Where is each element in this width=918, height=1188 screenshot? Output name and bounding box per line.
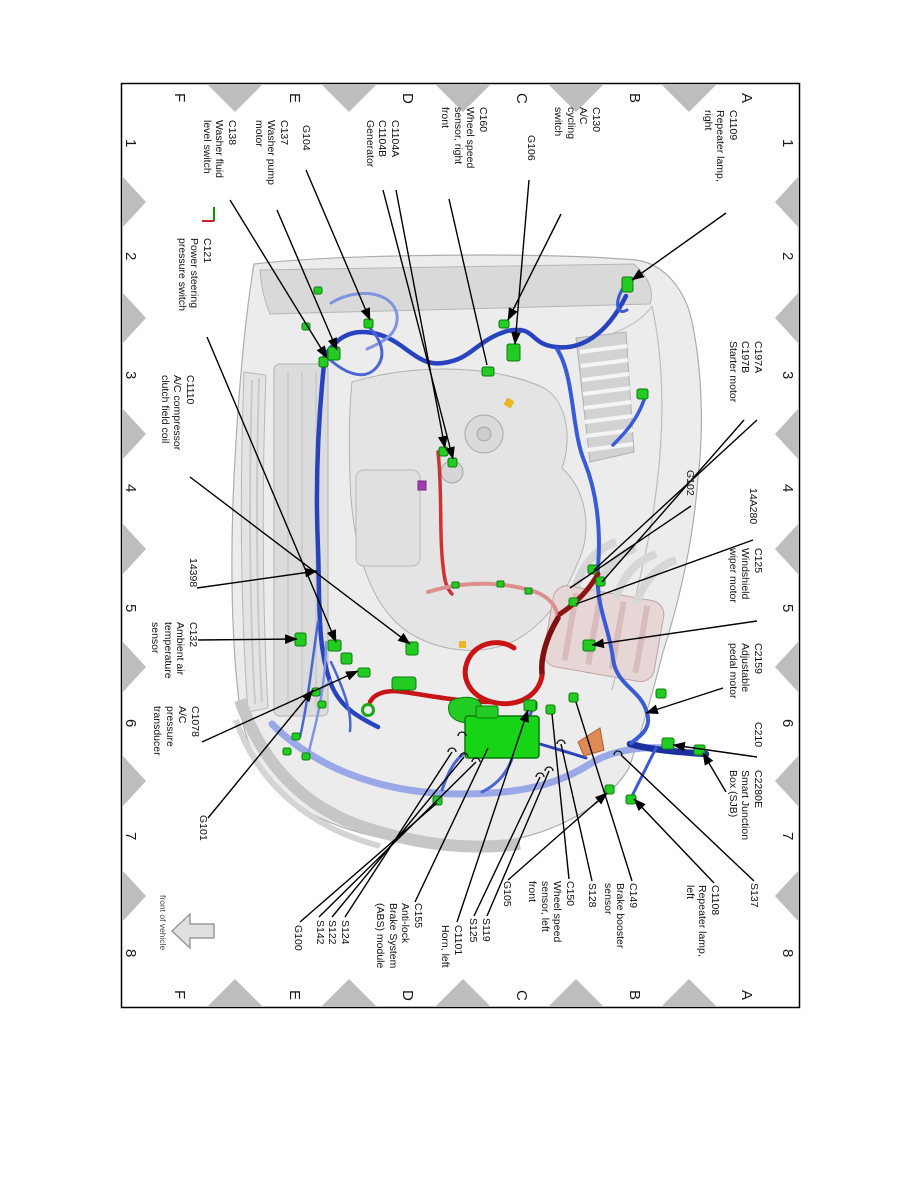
grid-col-bottom-e: E: [286, 990, 303, 1001]
callout-s137: S137: [748, 883, 760, 908]
sjb-module: [464, 699, 540, 759]
grid-row-left-2: 2: [122, 252, 139, 261]
grid-col-bottom-f: F: [171, 990, 188, 1000]
misc-clips: [417, 397, 515, 648]
callout-c150: C150 Wheel speed sensor, left front: [526, 881, 577, 943]
grid-row-right-5: 5: [779, 604, 796, 613]
callout-c121: C121 Power steering pressure switch: [176, 238, 213, 311]
grid-row-right-4: 4: [779, 484, 796, 493]
grid-row-left-5: 5: [122, 604, 139, 613]
callout-c1110: C1110 A/C compressor clutch field coil: [159, 375, 196, 451]
grid-col-top-b: B: [626, 93, 643, 104]
callout-s124-s122-s142: S124 S122 S142: [314, 920, 351, 945]
callout-c1078: C1078 A/C pressure transducer: [151, 706, 202, 756]
callout-c155: C155 Anti-lock Brake System (ABS) module: [374, 903, 425, 969]
callout-c125: C125 Windshield wiper motor: [727, 548, 764, 603]
callout-g105: G105: [501, 881, 513, 907]
fender-vent: [575, 331, 635, 463]
grid-triangle-markers: [122, 84, 799, 1007]
grid-col-top-d: D: [399, 93, 416, 104]
callout-c149: C149 Brake booster sensor: [602, 883, 639, 949]
diagram-border: [120, 82, 801, 1009]
boot-cone: [577, 727, 605, 757]
callout-c1109: C1109 Repeater lamp, right: [702, 110, 739, 182]
callout-g100: G100: [292, 925, 304, 951]
car-body: [231, 254, 702, 853]
grid-col-bottom-a: A: [738, 990, 755, 1001]
callout-g106: G106: [525, 135, 537, 161]
callout-g102: G102: [684, 470, 696, 496]
connector-markers: [282, 276, 706, 806]
grid-row-right-2: 2: [779, 252, 796, 261]
grid-col-top-a: A: [738, 93, 755, 104]
callout-c130: C130 A/C cycling switch: [552, 107, 603, 140]
callout-c160: C160 Wheel speed sensor, right front: [439, 107, 490, 169]
grid-row-left-6: 6: [122, 719, 139, 728]
grid-row-left-1: 1: [122, 139, 139, 148]
callout-s119-s125: S119 S125: [467, 918, 493, 943]
radiator: [240, 363, 329, 717]
grid-row-left-4: 4: [122, 484, 139, 493]
callout-leader-lines: [189, 169, 758, 923]
front-of-vehicle-label: front of vehicle: [158, 895, 168, 951]
grid-col-bottom-c: C: [513, 990, 530, 1001]
bumper: [234, 698, 521, 853]
callout-c1108: C1108 Repeater lamp, left: [684, 885, 721, 957]
callout-g104: G104: [300, 125, 312, 151]
callout-14a280: 14A280: [747, 488, 759, 525]
callout-c1104: C1104A C1104B Generator: [364, 120, 401, 168]
callout-c2280e: C2280E Smart Junction Box (SJB): [727, 770, 764, 841]
splice-markers: [447, 731, 623, 778]
grid-col-bottom-b: B: [626, 990, 643, 1001]
callout-14398: 14398: [187, 558, 199, 588]
callout-c210: C210: [752, 722, 764, 748]
callout-c1101: C1101 Horn, left: [439, 925, 465, 968]
grid-row-right-8: 8: [779, 949, 796, 958]
grid-row-left-3: 3: [122, 371, 139, 380]
grid-col-top-e: E: [286, 93, 303, 104]
grid-col-bottom-d: D: [399, 990, 416, 1001]
grid-row-left-7: 7: [122, 832, 139, 841]
grid-col-top-c: C: [513, 93, 530, 104]
callout-c197: C197A C197B Starter motor: [727, 341, 764, 403]
callout-c132: C132 Ambient air temperature sensor: [149, 622, 200, 679]
callout-c138: C138 Washer fluid level switch: [201, 120, 238, 178]
callout-s128: S128: [586, 883, 598, 908]
callout-g101: G101: [197, 815, 209, 841]
grid-row-right-3: 3: [779, 371, 796, 380]
front-of-vehicle-arrow-icon: [170, 912, 215, 950]
axis-marker-icon: [202, 207, 215, 222]
grid-row-right-7: 7: [779, 832, 796, 841]
grid-row-right-1: 1: [779, 139, 796, 148]
callout-c2159: C2159 Adjustable pedal motor: [727, 643, 764, 699]
grid-col-top-f: F: [171, 93, 188, 103]
grid-row-right-6: 6: [779, 719, 796, 728]
callout-c137: C137 Washer pump motor: [253, 120, 290, 185]
grid-row-left-8: 8: [122, 949, 139, 958]
